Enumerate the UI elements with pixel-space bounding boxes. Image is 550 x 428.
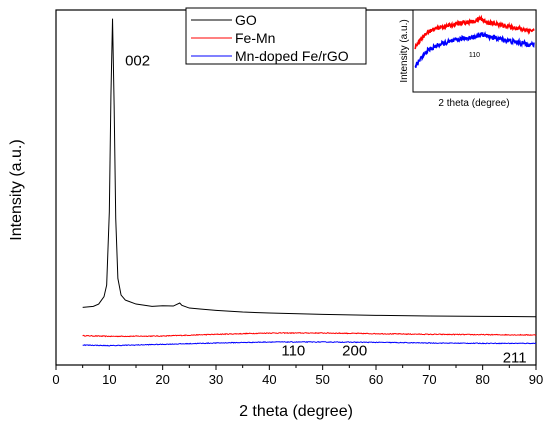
inset-x-axis-title: 2 theta (degree) [438, 98, 509, 109]
x-tick-label: 70 [422, 372, 436, 387]
x-tick-label: 10 [102, 372, 116, 387]
x-axis-title: 2 theta (degree) [239, 403, 353, 420]
inset-frame [412, 9, 537, 93]
x-tick-label: 90 [529, 372, 543, 387]
inset-y-axis-title: Intensity (a.u.) [399, 19, 410, 82]
x-tick-label: 80 [475, 372, 489, 387]
peak-label: 200 [342, 343, 367, 360]
legend: GO Fe-Mn Mn-doped Fe/rGO [185, 7, 367, 65]
inset-annotations: 110 [469, 52, 480, 59]
x-tick-label: 40 [262, 372, 276, 387]
legend-label-go: GO [235, 12, 257, 28]
x-tick-label: 50 [315, 372, 329, 387]
x-tick-label: 0 [52, 372, 59, 387]
inset-series-line-1 [414, 30, 535, 68]
x-tick-label: 20 [155, 372, 169, 387]
peak-label: 110 [281, 343, 305, 360]
x-axis-ticks: 0 10 20 30 40 50 60 70 80 90 [52, 365, 543, 387]
inset-peak-label: 110 [469, 52, 480, 59]
series-line-0 [82, 18, 537, 318]
inset-chart: 110 2 theta (degree) Intensity (a.u.) [399, 9, 537, 109]
x-tick-label: 60 [369, 372, 383, 387]
peak-label: 211 [503, 349, 527, 366]
legend-label-mn-doped: Mn-doped Fe/rGO [235, 48, 349, 64]
y-axis-title: Intensity (a.u.) [8, 139, 25, 240]
main-series-group [82, 18, 537, 347]
inset-series-group [414, 14, 535, 68]
series-line-2 [82, 341, 537, 347]
peak-label: 002 [125, 52, 150, 69]
inset-series-line-0 [414, 14, 535, 50]
peak-annotations: 002 110 200 211 [125, 52, 527, 366]
x-tick-label: 30 [209, 372, 223, 387]
series-line-1 [82, 331, 537, 338]
legend-box [185, 7, 367, 65]
legend-label-fe-mn: Fe-Mn [235, 30, 275, 46]
